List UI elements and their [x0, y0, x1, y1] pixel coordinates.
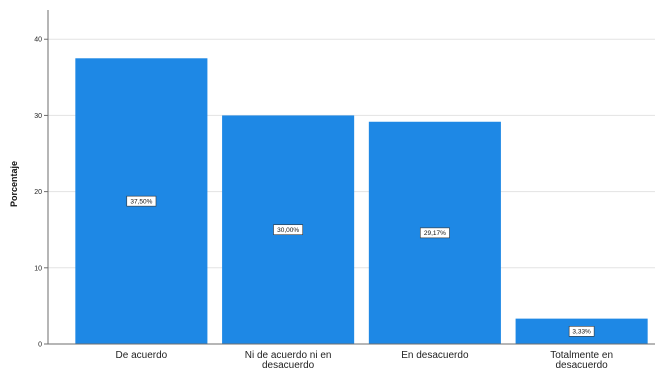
- data-label: 29,17%: [424, 230, 446, 237]
- x-category-labels: De acuerdo Ni de acuerdo ni en desacuerdo E…: [116, 350, 614, 371]
- x-category-label: Totalmente en desacuerdo: [550, 350, 613, 371]
- y-axis-label: Porcentaje: [9, 161, 19, 207]
- y-tick-label: 0: [38, 342, 42, 349]
- y-tick-label: 30: [34, 113, 42, 120]
- data-label-box: [273, 224, 304, 236]
- x-category-label: De acuerdo: [116, 350, 168, 361]
- x-category-label: Ni de acuerdo ni en desacuerdo: [245, 350, 332, 371]
- data-label: 30,00%: [277, 227, 299, 234]
- y-tick-label: 20: [34, 189, 42, 196]
- bars: [75, 58, 648, 345]
- data-label-box: [419, 227, 450, 239]
- axes: [47, 10, 655, 345]
- data-label-box: [126, 195, 157, 207]
- data-label: 3,33%: [572, 329, 591, 336]
- y-tick-label: 40: [34, 37, 42, 44]
- y-tick-label: 10: [34, 265, 42, 272]
- data-label: 37,50%: [130, 198, 152, 205]
- y-tick-labels: 0 10 20 30 40: [34, 37, 48, 349]
- x-category-label: En desacuerdo: [401, 350, 469, 361]
- data-label-box: [568, 326, 595, 337]
- data-labels: 37,50% 30,00% 29,17% 3,33%: [126, 195, 595, 337]
